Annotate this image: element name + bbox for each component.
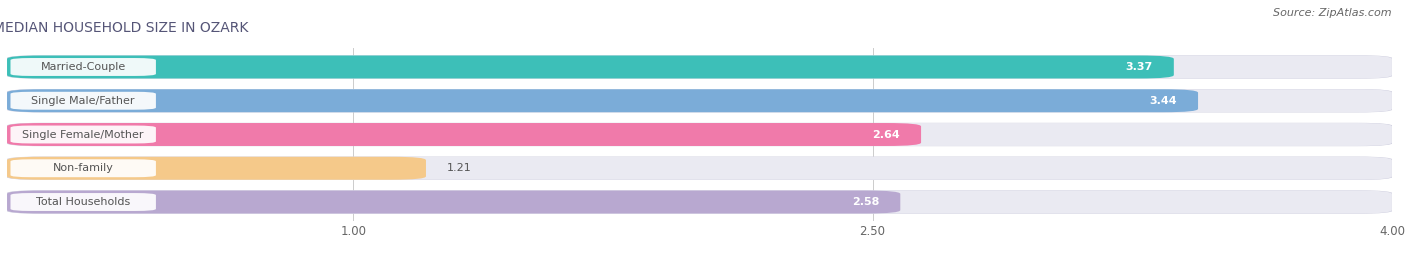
FancyBboxPatch shape	[10, 92, 156, 110]
FancyBboxPatch shape	[7, 157, 1392, 180]
Text: MEDIAN HOUSEHOLD SIZE IN OZARK: MEDIAN HOUSEHOLD SIZE IN OZARK	[0, 21, 249, 35]
Text: 3.37: 3.37	[1126, 62, 1153, 72]
FancyBboxPatch shape	[7, 89, 1392, 112]
Text: 2.58: 2.58	[852, 197, 880, 207]
FancyBboxPatch shape	[6, 55, 1393, 79]
Text: Total Households: Total Households	[37, 197, 131, 207]
FancyBboxPatch shape	[7, 55, 1174, 79]
Text: 2.64: 2.64	[873, 129, 900, 140]
Text: 3.44: 3.44	[1150, 96, 1177, 106]
FancyBboxPatch shape	[7, 89, 1198, 112]
FancyBboxPatch shape	[7, 190, 1392, 214]
FancyBboxPatch shape	[7, 190, 900, 214]
FancyBboxPatch shape	[10, 126, 156, 143]
FancyBboxPatch shape	[6, 123, 1393, 146]
FancyBboxPatch shape	[7, 123, 921, 146]
FancyBboxPatch shape	[10, 193, 156, 211]
FancyBboxPatch shape	[7, 123, 1392, 146]
FancyBboxPatch shape	[6, 157, 1393, 180]
FancyBboxPatch shape	[6, 89, 1393, 112]
FancyBboxPatch shape	[7, 157, 426, 180]
FancyBboxPatch shape	[10, 159, 156, 177]
Text: Married-Couple: Married-Couple	[41, 62, 125, 72]
Text: 1.21: 1.21	[447, 163, 471, 173]
Text: Source: ZipAtlas.com: Source: ZipAtlas.com	[1274, 8, 1392, 18]
FancyBboxPatch shape	[6, 190, 1393, 214]
Text: Single Male/Father: Single Male/Father	[31, 96, 135, 106]
Text: Non-family: Non-family	[53, 163, 114, 173]
FancyBboxPatch shape	[10, 58, 156, 76]
Text: Single Female/Mother: Single Female/Mother	[22, 129, 143, 140]
FancyBboxPatch shape	[7, 55, 1392, 79]
